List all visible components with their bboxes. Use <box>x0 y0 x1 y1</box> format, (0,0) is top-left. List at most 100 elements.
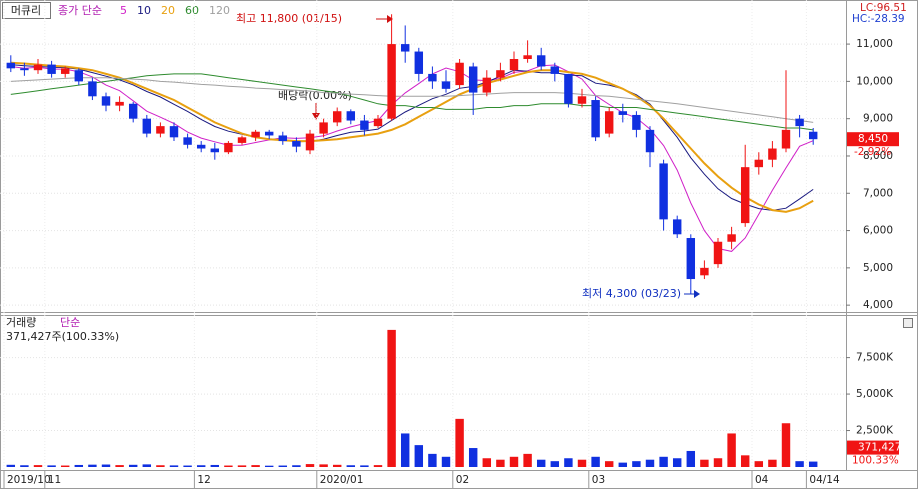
candle-body <box>618 111 628 115</box>
volume-bar <box>88 464 97 467</box>
volume-bar <box>414 445 424 467</box>
candle-body <box>88 81 97 97</box>
candle-body <box>400 44 410 52</box>
candle-body <box>455 62 464 86</box>
dividend-annotation: 배당락(0.00%) <box>278 89 352 102</box>
volume-bar <box>768 459 777 467</box>
candle-body <box>224 142 233 153</box>
volume-bar <box>577 459 587 467</box>
volume-bar <box>727 433 736 467</box>
volume-bar <box>237 465 247 467</box>
volume-bar <box>387 329 396 467</box>
panel-button[interactable] <box>903 318 913 328</box>
candle-body <box>482 77 492 93</box>
ma-line <box>10 64 814 252</box>
ma-line <box>10 61 814 213</box>
candle-body <box>101 96 111 106</box>
candle-body <box>156 126 165 134</box>
last-price-box <box>847 132 899 147</box>
volume-bar <box>142 464 152 467</box>
candle-body <box>373 118 383 127</box>
legend-entry: 60 <box>185 4 199 17</box>
volume-bar <box>156 465 165 467</box>
volume-bar <box>305 464 315 467</box>
v-tick-label: 5,000K <box>856 388 894 400</box>
volume-bar <box>47 465 56 467</box>
volume-bar <box>808 461 818 467</box>
v-tick-label: 7,500K <box>856 352 894 364</box>
volume-bar <box>332 464 342 467</box>
volume-bar <box>33 465 43 467</box>
volume-bar <box>795 461 804 467</box>
symbol-box[interactable] <box>2 2 51 19</box>
volume-bar <box>645 459 655 467</box>
volume-bar <box>278 465 288 467</box>
volume-bar <box>346 465 356 467</box>
volume-bar <box>672 458 682 467</box>
candle-body <box>632 114 641 130</box>
candle-body <box>387 44 396 119</box>
candle-body <box>305 133 315 151</box>
candle-body <box>319 122 328 134</box>
candle-body <box>523 55 532 60</box>
volume-bar <box>659 456 668 467</box>
candle-body <box>686 238 696 280</box>
volume-bar <box>115 465 124 467</box>
last-volume-ratio: 100.33% <box>852 455 899 467</box>
candle-body <box>795 118 804 127</box>
candle-body <box>768 148 777 160</box>
candle-body <box>441 81 451 89</box>
volume-bar <box>428 453 437 467</box>
candle-body <box>564 73 573 104</box>
volume-bar <box>6 464 16 467</box>
volume-bar <box>523 453 532 467</box>
candle-body <box>727 234 736 242</box>
legend-entry: 20 <box>161 4 175 17</box>
candle-body <box>808 131 818 140</box>
volume-bar <box>264 465 274 467</box>
x-tick-label: 2020/01 <box>320 474 364 486</box>
candle-body <box>672 219 682 235</box>
candle-body <box>346 111 356 121</box>
volume-bar <box>591 456 600 467</box>
volume-bar <box>373 465 383 467</box>
low-arrow-head <box>694 290 700 298</box>
y-tick-label: 10,000 <box>856 75 893 87</box>
candle-body <box>115 101 124 106</box>
candle-body <box>591 100 600 138</box>
volume-bar <box>700 459 709 467</box>
volume-bar <box>550 461 560 467</box>
candle-body <box>509 59 519 71</box>
x-tick-label: 04/14 <box>809 474 840 486</box>
volume-bar <box>496 459 505 467</box>
volume-bar <box>686 450 696 467</box>
candle-body <box>264 131 274 136</box>
ma-line <box>10 77 814 123</box>
hc-label: HC:-28.39 <box>852 13 905 25</box>
candle-body <box>550 66 560 74</box>
candle-body <box>781 129 791 149</box>
x-tick-label: 11 <box>48 474 61 486</box>
legend-entry: 10 <box>137 4 151 17</box>
volume-header: 371,427주(100.33%) <box>6 330 119 343</box>
volume-bar <box>468 448 478 467</box>
lc-label: LC:96.51 <box>860 2 907 14</box>
candle-body <box>659 163 668 220</box>
volume-bar <box>360 465 369 467</box>
candle-body <box>496 70 505 78</box>
symbol-name[interactable]: 머큐리 <box>11 4 41 17</box>
last-price: 8,450 <box>858 133 888 145</box>
candle-body <box>700 267 709 276</box>
candle-body <box>414 51 424 74</box>
candle-body <box>428 73 437 82</box>
last-volume-box <box>847 440 899 455</box>
candle-body <box>183 137 192 145</box>
volume-bar <box>455 418 464 467</box>
volume-bar <box>781 423 791 467</box>
candle-body <box>536 55 546 67</box>
legend-entry: 120 <box>209 4 230 17</box>
candle-body <box>74 70 84 82</box>
volume-bar <box>618 462 628 467</box>
x-tick-label: 2019/10 <box>7 474 51 486</box>
